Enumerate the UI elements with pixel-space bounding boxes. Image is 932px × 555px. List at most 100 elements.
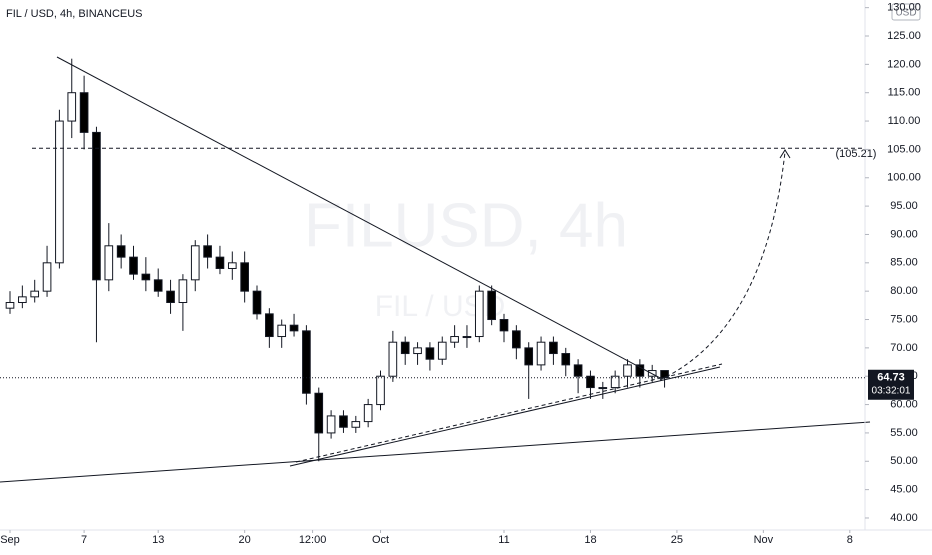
- x-tick-label: 18: [584, 534, 596, 546]
- candle-body: [55, 120, 64, 264]
- x-tick-label: Sep: [0, 534, 20, 546]
- candle-body: [573, 364, 583, 377]
- y-tick-label: 125.00: [887, 30, 921, 42]
- y-tick-label: 95.00: [890, 200, 918, 212]
- candle-body: [376, 375, 385, 406]
- y-tick-label: 75.00: [890, 313, 918, 325]
- countdown: 03:32:01: [872, 385, 911, 396]
- projection: [659, 151, 786, 381]
- drawings: [0, 56, 871, 483]
- candle-body: [79, 92, 89, 133]
- price-label-box: [868, 369, 914, 400]
- y-tick-label: 45.00: [890, 484, 918, 496]
- candle-body: [67, 92, 77, 122]
- plot: [5, 58, 669, 462]
- candle-body: [215, 256, 225, 269]
- y-tick-label: 115.00: [888, 87, 921, 99]
- trend-line: [289, 366, 721, 467]
- x-tick-label: Nov: [754, 534, 774, 546]
- candle-body: [240, 262, 249, 292]
- candle-body: [153, 279, 163, 292]
- x-tick-label: 11: [498, 534, 509, 546]
- candle-body: [450, 336, 459, 343]
- watermark: FILUSD, 4h: [304, 191, 628, 260]
- y-tick-label: 50.00: [890, 455, 918, 467]
- trend-line: [0, 421, 871, 483]
- candle-body: [92, 131, 101, 281]
- trend-line: [295, 363, 723, 463]
- y-tick-label: 60.00: [890, 398, 918, 410]
- candle-body: [5, 302, 15, 309]
- candle-body: [141, 273, 151, 281]
- candle-body: [635, 364, 645, 377]
- candle-body: [400, 341, 410, 355]
- trend-line: [56, 56, 663, 380]
- candle-body: [326, 415, 336, 434]
- chart-title: FIL / USD, 4h, BINANCEUS: [6, 8, 143, 20]
- candle-body: [42, 262, 52, 292]
- candle-body: [425, 347, 435, 360]
- watermark-sub: FIL / USD: [375, 290, 506, 323]
- currency-box: [891, 3, 921, 21]
- y-tick-label: 70.00: [890, 342, 918, 354]
- candle-body: [289, 324, 299, 332]
- candle-body: [203, 245, 212, 258]
- candle-body: [18, 296, 27, 304]
- candle-body: [104, 245, 114, 281]
- x-tick-label: 8: [847, 534, 853, 546]
- y-tick-label: 100.00: [887, 172, 921, 184]
- last-price: 64.73: [877, 372, 905, 384]
- candle-body: [363, 404, 373, 423]
- candle-body: [623, 364, 632, 377]
- candle-body: [129, 256, 138, 275]
- candle-body: [474, 290, 484, 338]
- y-tick-label: 80.00: [890, 285, 918, 297]
- x-tick-label: 20: [239, 534, 251, 546]
- candle-body: [512, 330, 521, 349]
- y-tick-label: 130.00: [887, 2, 921, 14]
- candle-body: [610, 375, 620, 389]
- candle-body: [351, 421, 361, 428]
- candle-body: [524, 347, 534, 366]
- candle-body: [116, 245, 126, 258]
- y-tick-label: 40.00: [890, 512, 918, 524]
- candle-body: [265, 313, 274, 338]
- candle-body: [536, 341, 546, 366]
- candle-body: [487, 290, 496, 321]
- candle-body: [598, 387, 608, 390]
- y-tick-label: 110.00: [888, 115, 921, 127]
- x-tick-label: 12:00: [299, 534, 327, 546]
- candle-body: [586, 375, 595, 389]
- y-tick-label: 90.00: [890, 228, 918, 240]
- candle-body: [227, 262, 237, 269]
- x-tick-label: 13: [152, 534, 164, 546]
- y-tick-label: 55.00: [890, 427, 918, 439]
- candle-body: [660, 370, 669, 379]
- candle-body: [549, 341, 558, 355]
- candle-body: [302, 330, 311, 394]
- y-tick-label: 120.00: [887, 58, 921, 70]
- target-label: (105.21): [836, 148, 877, 160]
- candle-body: [388, 341, 398, 377]
- candle-body: [30, 290, 40, 298]
- candle-body: [314, 392, 324, 434]
- candle-body: [462, 336, 472, 339]
- currency: USD: [895, 8, 916, 19]
- x-tick-label: 7: [81, 534, 87, 546]
- candle-body: [413, 347, 422, 355]
- x-tick-label: 25: [671, 534, 683, 546]
- arrow-head: [779, 149, 791, 159]
- candle-body: [561, 353, 571, 366]
- candle-body: [252, 290, 262, 315]
- candle-body: [339, 415, 348, 428]
- candle-body: [499, 319, 509, 332]
- y-tick-label: 85.00: [890, 257, 918, 269]
- y-tick-label: 105.00: [887, 143, 921, 155]
- candle-body: [190, 245, 200, 281]
- candle-body: [437, 341, 447, 360]
- candle-body: [178, 279, 188, 304]
- x-tick-label: Oct: [372, 534, 389, 546]
- candle-body: [166, 290, 175, 304]
- candle-body: [277, 324, 287, 338]
